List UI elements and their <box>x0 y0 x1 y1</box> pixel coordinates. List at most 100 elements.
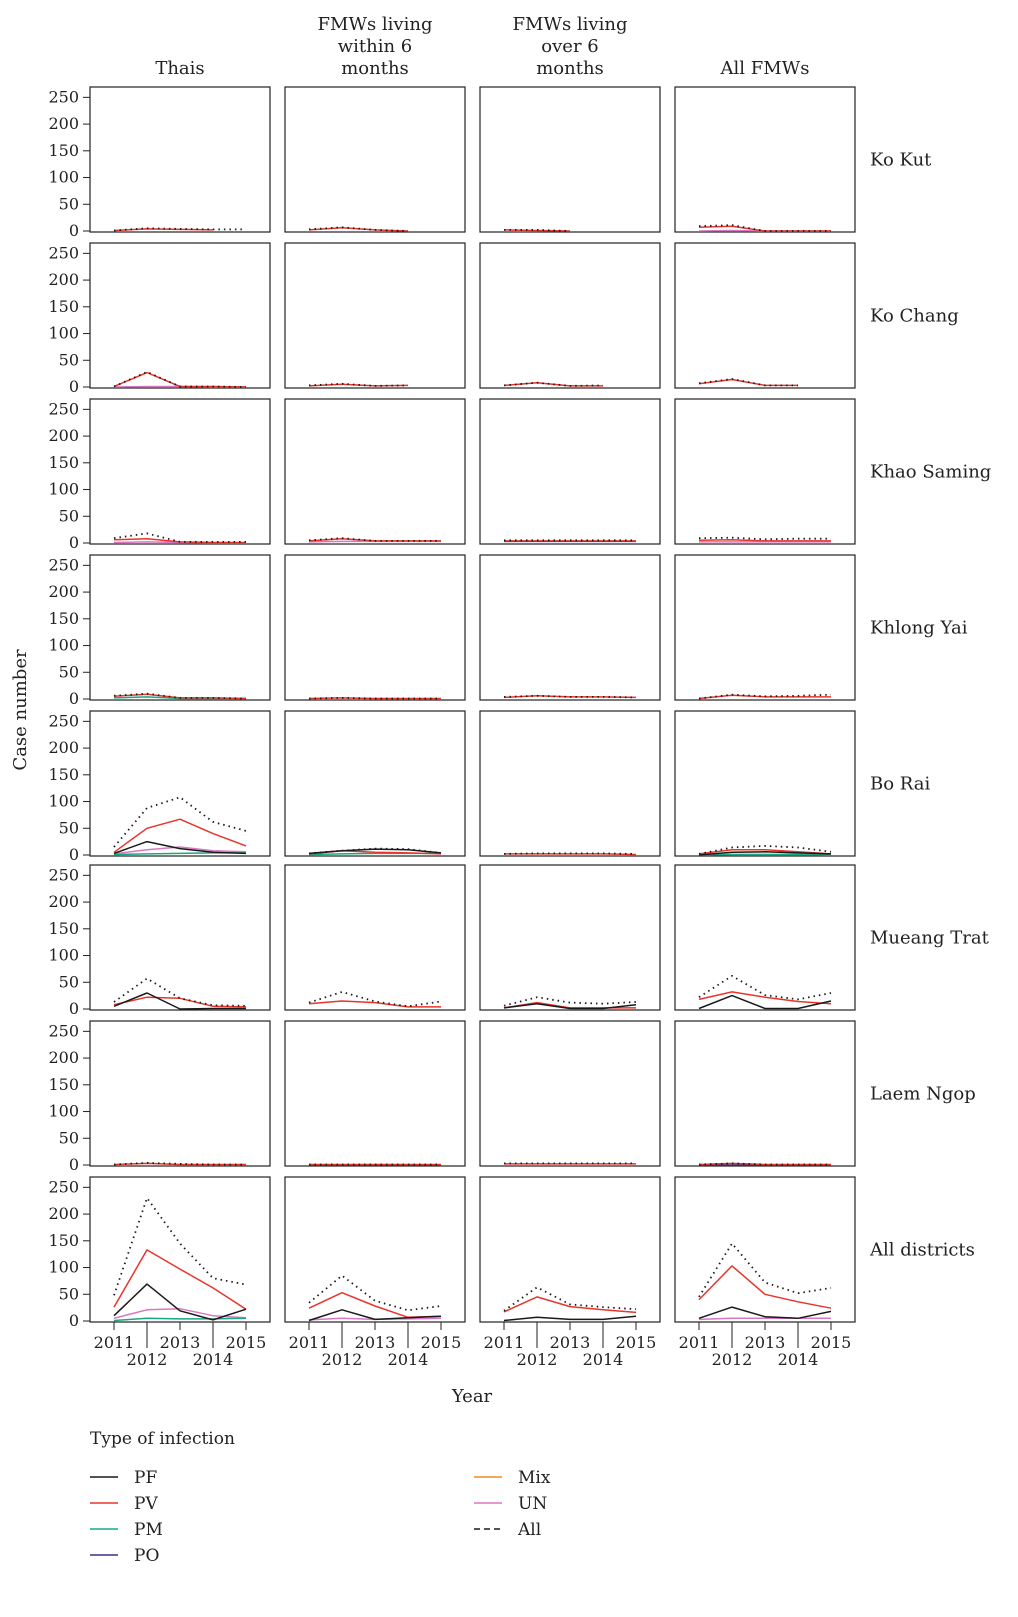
y-tick-label: 200 <box>48 114 79 133</box>
y-tick-label: 100 <box>48 1102 79 1121</box>
row-label: All districts <box>869 1240 975 1261</box>
legend-label: UN <box>518 1494 547 1514</box>
y-tick-label: 150 <box>48 1231 79 1250</box>
panel-frame <box>284 554 466 701</box>
panel <box>89 86 271 233</box>
y-tick-label: 150 <box>48 919 79 938</box>
legend-title: Type of infection <box>90 1429 235 1449</box>
panel-frame <box>479 710 661 857</box>
row-label: Mueang Trat <box>870 928 990 949</box>
panel <box>89 864 271 1011</box>
y-tick-label: 0 <box>69 999 79 1018</box>
series-line-pf <box>698 994 832 1010</box>
panel <box>89 1020 271 1167</box>
x-tick-label: 2012 <box>322 1350 363 1369</box>
series-line-un <box>113 846 247 855</box>
row-label: Laem Ngop <box>870 1084 976 1105</box>
panel-frame <box>89 1020 271 1167</box>
panel <box>674 864 856 1011</box>
panel <box>674 1176 856 1323</box>
series-line-all <box>113 371 247 388</box>
series-line-all <box>308 847 442 855</box>
series-line-pv <box>113 996 247 1008</box>
y-tick-label: 250 <box>48 243 79 262</box>
panel <box>89 398 271 545</box>
y-tick-label: 100 <box>48 792 79 811</box>
y-tick-label: 250 <box>48 399 79 418</box>
x-tick-label: 2011 <box>94 1333 135 1352</box>
series-line-pf <box>503 1315 637 1322</box>
y-tick-label: 0 <box>69 845 79 864</box>
panel-frame <box>674 1176 856 1323</box>
column-header: within 6 <box>338 36 413 57</box>
panel <box>674 710 856 857</box>
panel <box>89 1176 271 1323</box>
y-tick-label: 100 <box>48 480 79 499</box>
y-tick-label: 0 <box>69 221 79 240</box>
y-tick-label: 200 <box>48 426 79 445</box>
series-line-all <box>503 381 604 387</box>
row-label: Bo Rai <box>870 774 930 795</box>
series-line-all <box>308 697 441 700</box>
panel <box>284 710 466 857</box>
y-tick-label: 250 <box>48 865 79 884</box>
y-axis-label: Case number <box>10 649 31 771</box>
x-tick-label: 2012 <box>517 1350 558 1369</box>
y-tick-label: 250 <box>48 1021 79 1040</box>
panel-frame <box>479 1020 661 1167</box>
series-line-all <box>698 975 832 1001</box>
series-line-all <box>308 537 441 542</box>
y-tick-label: 200 <box>48 582 79 601</box>
series-line-pm <box>113 1317 247 1322</box>
column-header: months <box>341 58 409 79</box>
panel-frame <box>674 864 856 1011</box>
panel <box>89 242 271 389</box>
row-label: Khlong Yai <box>870 618 968 639</box>
panel <box>479 1176 661 1323</box>
series-line-pv <box>698 1265 832 1309</box>
series-line-all <box>698 224 831 232</box>
legend-label: All <box>517 1520 541 1540</box>
y-tick-label: 250 <box>48 1177 79 1196</box>
x-axis-label: Year <box>451 1386 493 1407</box>
panel-frame <box>479 242 661 389</box>
y-tick-label: 100 <box>48 1258 79 1277</box>
series-line-all <box>698 536 831 541</box>
row-label: Ko Chang <box>870 306 959 327</box>
legend-label: PM <box>134 1520 163 1540</box>
x-tick-label: 2011 <box>289 1333 330 1352</box>
series-line-pv <box>113 1249 247 1310</box>
panel-frame <box>284 1020 466 1167</box>
legend-label: PF <box>134 1468 157 1488</box>
series-line-all <box>504 229 571 232</box>
x-tick-label: 2015 <box>421 1333 462 1352</box>
series-line-all <box>503 694 637 699</box>
y-tick-label: 0 <box>69 1155 79 1174</box>
panel-frame <box>284 1176 466 1323</box>
panel-frame <box>89 242 271 389</box>
y-tick-label: 50 <box>59 506 79 525</box>
x-tick-label: 2012 <box>127 1350 168 1369</box>
panel <box>89 710 271 857</box>
series-line-pf <box>698 1306 832 1320</box>
x-tick-label: 2013 <box>355 1333 396 1352</box>
series-line-all <box>113 1162 246 1166</box>
series-line-all <box>113 227 246 232</box>
row-label: Khao Saming <box>870 462 991 483</box>
panel-frame <box>674 554 856 701</box>
panel-frame <box>89 398 271 545</box>
series-line-pv <box>698 991 832 1005</box>
series-line-all <box>113 532 246 543</box>
panel <box>479 242 661 389</box>
x-tick-label: 2014 <box>193 1350 234 1369</box>
x-tick-label: 2013 <box>745 1333 786 1352</box>
row-label: Ko Kut <box>870 150 932 171</box>
column-header: FMWs living <box>318 14 433 35</box>
series-line-pv <box>308 1000 441 1008</box>
y-tick-label: 150 <box>48 297 79 316</box>
panel <box>479 86 661 233</box>
legend-label: Mix <box>518 1468 551 1488</box>
y-tick-label: 50 <box>59 1284 79 1303</box>
y-tick-label: 50 <box>59 1128 79 1147</box>
y-tick-label: 0 <box>69 533 79 552</box>
